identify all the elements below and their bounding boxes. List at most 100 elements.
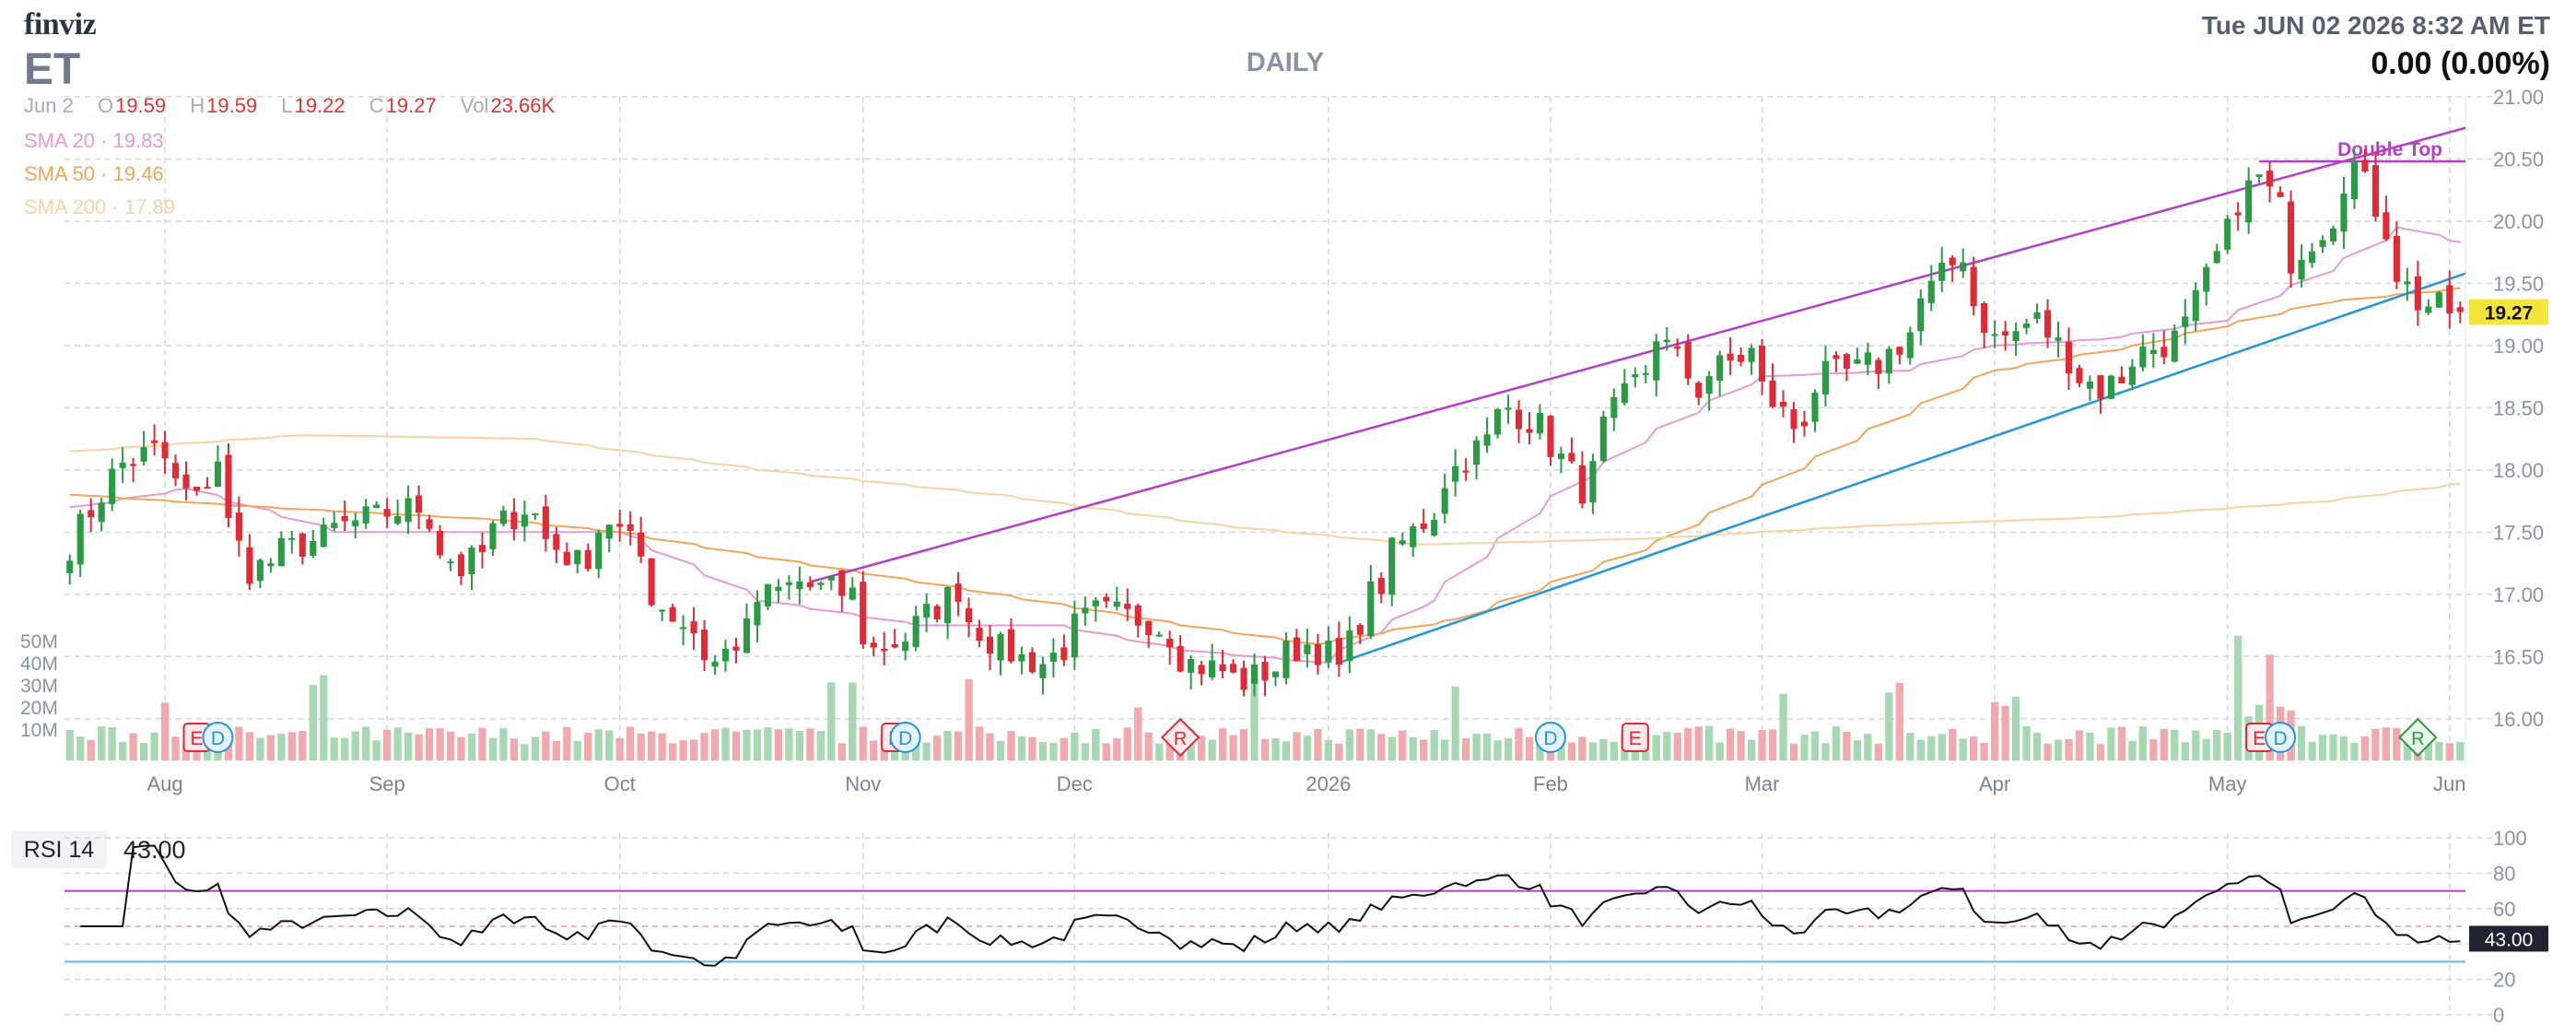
candle-body — [605, 524, 613, 539]
candle-body — [1155, 634, 1163, 637]
volume-bar — [1409, 736, 1417, 760]
rating-letter: R — [1174, 729, 1187, 749]
event-markers[interactable]: EDEDRDEEDR — [182, 717, 2438, 758]
volume-bar — [446, 731, 455, 760]
event-marker-dividend[interactable]: D — [2265, 722, 2297, 753]
volume-bar — [1229, 735, 1237, 760]
sma20-legend[interactable]: SMA 20 · 19.83 — [24, 129, 164, 152]
volume-bar — [922, 742, 931, 760]
candle-body — [1960, 262, 1967, 272]
volume-tick-label: 20M — [20, 698, 58, 719]
finviz-logo[interactable]: finviz — [24, 7, 97, 41]
volume-bar — [1673, 733, 1681, 760]
candle-body — [721, 648, 730, 662]
candle-body — [1875, 359, 1882, 374]
candle-body — [1917, 298, 1925, 332]
volume-bar — [1599, 738, 1608, 760]
ticker-symbol: ET — [24, 45, 81, 94]
volume-bar — [1472, 734, 1481, 760]
event-marker-dividend[interactable]: D — [202, 722, 234, 753]
candle-body — [817, 583, 825, 585]
volume-bar — [1663, 731, 1671, 760]
candle-body — [2308, 251, 2316, 264]
volume-bar — [1853, 740, 1862, 760]
rsi-panel[interactable]: 10080604020043.00 — [64, 827, 2548, 1027]
candle-body — [976, 628, 983, 642]
candle-body — [743, 618, 751, 653]
volume-bar — [1451, 686, 1459, 760]
candle-body — [2319, 240, 2326, 247]
candle-body — [1547, 415, 1554, 457]
volume-bar — [2424, 736, 2432, 760]
volume-bar — [488, 737, 498, 760]
volume-bar — [1071, 732, 1079, 760]
candle-body — [2192, 289, 2199, 322]
candle-body — [1399, 540, 1406, 545]
event-marker-dividend[interactable]: D — [889, 722, 921, 753]
volume-bar — [150, 732, 158, 760]
candle-body — [1103, 596, 1110, 602]
candle-body — [2340, 193, 2348, 232]
price-tick-label: 19.50 — [2493, 272, 2544, 295]
volume-bar — [1737, 731, 1745, 760]
candle-body — [88, 510, 95, 518]
trendlines[interactable]: Double Top — [810, 126, 2466, 665]
event-marker-earnings[interactable]: E — [2245, 723, 2274, 752]
volume-bar — [467, 733, 476, 760]
price-tick-label: 20.50 — [2493, 147, 2544, 171]
volume-bar — [2149, 738, 2158, 760]
low-label: L — [281, 94, 293, 117]
sma200-legend[interactable]: SMA 200 · 17.89 — [24, 195, 175, 218]
volume-bar — [1895, 682, 1903, 760]
event-marker-dividend[interactable]: D — [1534, 722, 1566, 753]
candle-body — [2255, 174, 2263, 178]
trendline-upper — [810, 126, 2466, 583]
candle-body — [2435, 292, 2442, 308]
close-value: 19.27 — [385, 94, 437, 117]
event-marker-rating[interactable]: R — [1160, 717, 1200, 758]
volume-bar — [679, 739, 687, 760]
volume-bar — [1049, 742, 1058, 760]
candle-body — [2002, 331, 2009, 336]
volume-bar — [2266, 654, 2274, 760]
volume-bar — [129, 733, 137, 760]
candle-body — [2160, 347, 2168, 358]
candle-body — [2224, 218, 2231, 250]
candle-body — [1219, 664, 1226, 672]
dividend-letter: D — [211, 728, 225, 749]
candle-body — [1209, 660, 1216, 677]
volume-bar — [1388, 736, 1396, 760]
ohlc-readout: Jun 2 O19.59 H19.59 L19.22 C19.27 Vol23.… — [24, 94, 573, 118]
volume-bar — [700, 733, 708, 760]
volume-bar — [1525, 736, 1534, 760]
sma50-legend[interactable]: SMA 50 · 19.46 — [24, 162, 164, 185]
month-label: 2026 — [1306, 772, 1351, 795]
volume-bar — [330, 737, 338, 760]
candle-body — [785, 582, 792, 585]
rsi-value-tag: 43.00 — [2485, 929, 2534, 950]
volume-bar — [1504, 737, 1513, 760]
rsi-indicator-label[interactable]: RSI 14 — [11, 831, 107, 868]
event-marker-earnings[interactable]: E — [1621, 723, 1649, 752]
volume-bar — [2160, 728, 2168, 760]
volume-bar — [954, 731, 963, 760]
candle-body — [2128, 366, 2136, 385]
volume-bar — [235, 726, 243, 760]
candle-body — [1452, 465, 1459, 482]
candle-body — [1304, 644, 1311, 654]
candle-body — [1515, 409, 1523, 430]
candle-body — [2139, 347, 2147, 368]
event-marker-rating-up[interactable]: R — [2398, 717, 2438, 758]
candle-body — [235, 512, 242, 541]
candle-body — [849, 587, 856, 600]
candle-body — [1177, 645, 1184, 672]
rsi-tick-label: 60 — [2493, 898, 2515, 921]
volume-bar — [668, 743, 677, 760]
candle-body — [1293, 637, 1300, 662]
sma-lines — [69, 226, 2461, 665]
dividend-badge — [1534, 722, 1566, 753]
volume-bar — [2393, 727, 2401, 760]
volume-tick-label: 40M — [20, 653, 58, 675]
volume-bar — [1874, 743, 1882, 760]
